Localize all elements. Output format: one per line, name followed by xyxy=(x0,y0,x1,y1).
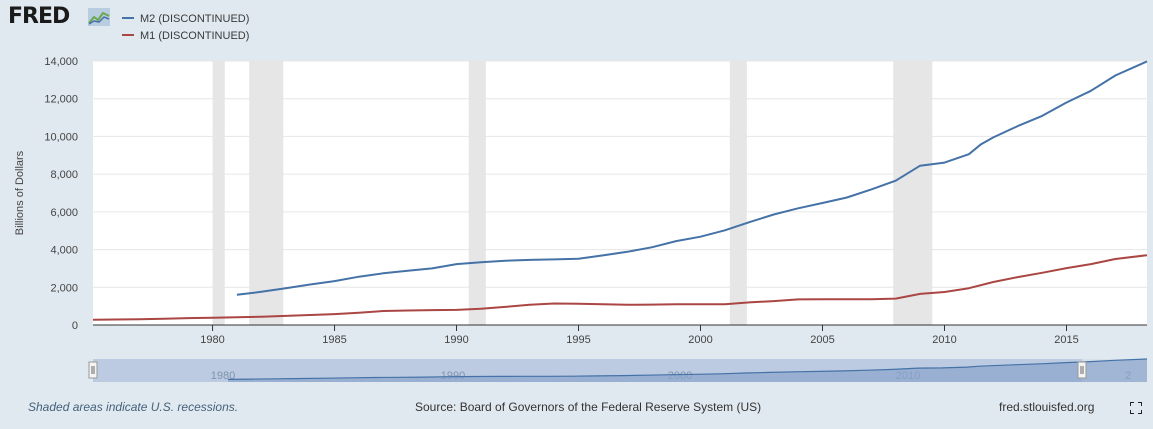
y-tick-label-12000: 12,000 xyxy=(44,94,78,106)
legend-swatch-m1 xyxy=(122,34,134,37)
site-link[interactable]: fred.stlouisfed.org xyxy=(999,400,1095,414)
chart: 1980 1985 1990 1995 2000 2005 2010 2015 0 2,000 4… xyxy=(14,56,1148,382)
legend-swatch-m2 xyxy=(122,17,134,20)
recession-band-0 xyxy=(212,61,225,325)
fred-logo-graph-icon xyxy=(88,8,110,26)
legend-item-m2[interactable]: M2 (DISCONTINUED) xyxy=(122,11,249,27)
fullscreen-icon[interactable] xyxy=(1130,402,1142,414)
x-tick-label-1980: 1980 xyxy=(200,334,224,346)
source-text: Source: Board of Governors of the Federa… xyxy=(415,400,762,414)
legend-label-m1: M1 (DISCONTINUED) xyxy=(140,30,250,42)
recession-band-3 xyxy=(729,61,747,325)
y-tick-label-14000: 14,000 xyxy=(44,56,78,68)
y-tick-label-0: 0 xyxy=(72,320,78,332)
y-tick-label-2000: 2,000 xyxy=(50,282,78,294)
series-line-m1[interactable] xyxy=(92,254,1148,321)
series-line-m2[interactable] xyxy=(236,60,1148,296)
x-axis-ticks: 1980 1985 1990 1995 2000 2005 2010 2015 xyxy=(200,325,1079,346)
recession-band-4 xyxy=(893,61,933,325)
recession-band-2 xyxy=(468,61,486,325)
series-lines xyxy=(92,60,1148,321)
x-tick-label-2010: 2010 xyxy=(932,334,956,346)
navigator-series-area xyxy=(228,359,1147,382)
y-axis-title: Billions of Dollars xyxy=(14,150,26,235)
y-tick-label-6000: 6,000 xyxy=(50,207,78,219)
x-tick-label-2005: 2005 xyxy=(810,334,834,346)
x-tick-label-1995: 1995 xyxy=(566,334,590,346)
x-tick-label-1985: 1985 xyxy=(322,334,346,346)
recession-note: Shaded areas indicate U.S. recessions. xyxy=(28,400,239,414)
navigator-right-handle[interactable] xyxy=(1077,361,1087,379)
chart-header: FRED M2 (DISCONTINUED) M1 (DISCONTINUED) xyxy=(0,0,1153,46)
y-tick-label-8000: 8,000 xyxy=(50,169,78,181)
navigator-left-handle[interactable] xyxy=(88,361,98,379)
x-tick-label-1990: 1990 xyxy=(444,334,468,346)
range-navigator[interactable]: 19801990200020102 xyxy=(88,358,1148,382)
fred-logo[interactable]: FRED xyxy=(8,4,70,29)
y-tick-label-4000: 4,000 xyxy=(50,245,78,257)
recession-band-1 xyxy=(249,61,284,325)
x-tick-label-2000: 2000 xyxy=(688,334,712,346)
legend-label-m2: M2 (DISCONTINUED) xyxy=(140,13,250,25)
navigator-series-line xyxy=(227,358,1148,380)
grid-lines xyxy=(93,60,1147,288)
x-tick-label-2015: 2015 xyxy=(1054,334,1078,346)
recession-shading xyxy=(212,61,933,325)
y-tick-label-10000: 10,000 xyxy=(44,131,78,143)
y-axis-ticks: 0 2,000 4,000 6,000 8,000 10,000 12,000 14,000 xyxy=(44,56,78,332)
legend-item-m1[interactable]: M1 (DISCONTINUED) xyxy=(122,28,249,44)
